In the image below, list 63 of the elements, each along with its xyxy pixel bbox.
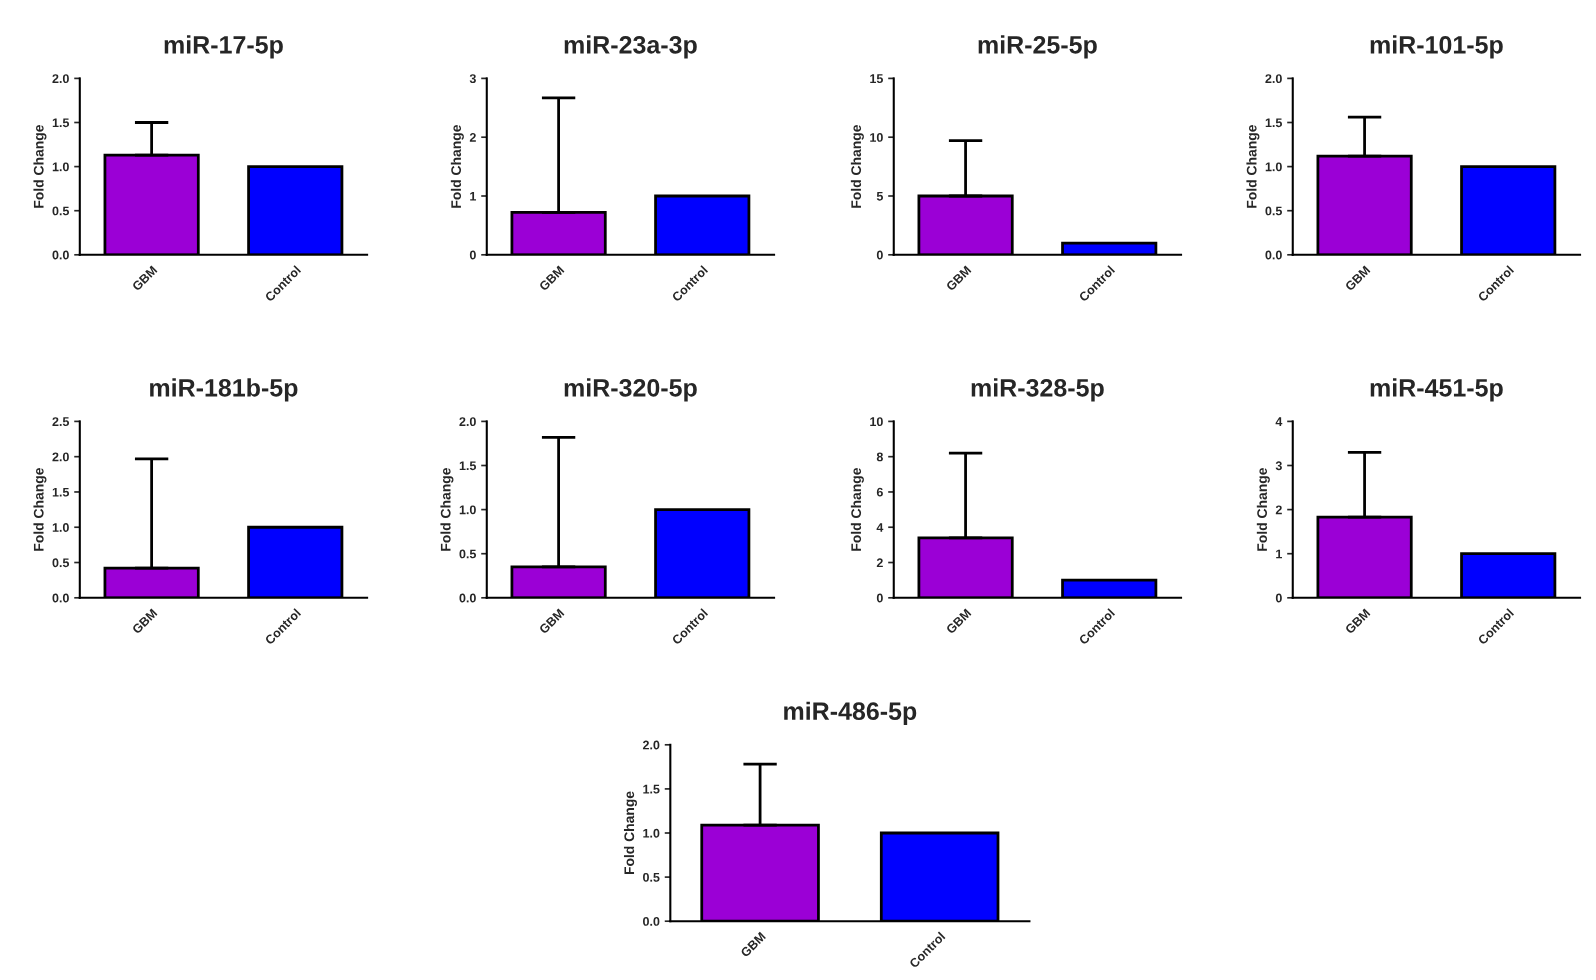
y-tick-label: 0.5 — [643, 872, 660, 882]
y-tick-label: 0 — [876, 250, 883, 260]
y-tick-label: 0.5 — [459, 549, 477, 559]
y-tick-label: 3 — [1275, 461, 1282, 471]
y-tick-label: 1.0 — [459, 505, 476, 515]
y-tick-label: 2 — [876, 558, 883, 568]
y-tick-label: 2.5 — [52, 417, 70, 427]
y-tick-label: 2.0 — [52, 74, 69, 84]
y-tick-label: 15 — [870, 74, 883, 84]
chart-title: miR-320-5p — [564, 378, 697, 402]
y-tick-label: 2.0 — [52, 452, 69, 462]
chart-title: miR-181b-5p — [150, 378, 298, 402]
y-tick-label: 1.0 — [1265, 162, 1282, 172]
chart-title: miR-101-5p — [1370, 35, 1503, 59]
y-tick-label: 0.0 — [52, 250, 69, 260]
y-axis-title: Fold Change — [33, 468, 47, 551]
y-axis-title: Fold Change — [450, 125, 464, 208]
y-tick-label: 0.5 — [52, 206, 70, 216]
y-tick-label: 0 — [469, 250, 476, 260]
y-axis-title: Fold Change — [1246, 125, 1260, 208]
y-tick-label: 4 — [1275, 417, 1283, 426]
y-axis-title: Fold Change — [440, 468, 454, 551]
y-tick-label: 3 — [469, 74, 476, 84]
y-tick-label: 1.0 — [643, 828, 660, 838]
y-tick-label: 4 — [876, 523, 884, 532]
y-axis-title: Fold Change — [850, 125, 864, 208]
y-tick-label: 1.5 — [643, 784, 660, 794]
y-tick-label: 10 — [870, 417, 883, 427]
chart-title: miR-23a-3p — [564, 35, 697, 59]
chart-title: miR-486-5p — [784, 701, 917, 725]
chart-title: miR-25-5p — [978, 35, 1097, 59]
y-tick-label: 1 — [1276, 549, 1282, 559]
y-tick-label: 1 — [470, 191, 477, 201]
y-tick-label: 0.0 — [643, 917, 660, 926]
y-tick-label: 10 — [870, 133, 883, 142]
y-axis-title: Fold Change — [623, 791, 637, 875]
y-tick-label: 8 — [876, 452, 883, 462]
y-tick-label: 0.0 — [459, 593, 476, 603]
y-tick-label: 6 — [876, 487, 883, 497]
y-tick-label: 1.5 — [52, 487, 70, 497]
y-tick-label: 2 — [1275, 505, 1282, 515]
y-tick-label: 0.5 — [52, 558, 70, 568]
y-tick-label: 2.0 — [459, 417, 476, 427]
y-tick-label: 0.0 — [1265, 250, 1282, 260]
chart-title: miR-328-5p — [971, 378, 1104, 402]
y-tick-label: 0.5 — [1265, 206, 1282, 216]
y-tick-label: 1.0 — [52, 162, 69, 172]
y-tick-label: 1.5 — [459, 461, 477, 471]
y-tick-label: 0 — [1275, 593, 1282, 603]
y-tick-label: 0.0 — [52, 593, 69, 603]
y-tick-label: 2.0 — [1265, 74, 1282, 84]
y-tick-label: 5 — [876, 191, 883, 201]
chart-title: miR-451-5p — [1370, 378, 1503, 402]
y-tick-label: 1.5 — [52, 118, 70, 128]
y-tick-label: 2 — [469, 133, 476, 142]
y-tick-label: 0 — [876, 593, 883, 603]
chart-title: miR-17-5p — [164, 35, 283, 59]
y-axis-title: Fold Change — [33, 125, 47, 208]
y-axis-title: Fold Change — [1256, 468, 1270, 551]
y-axis-title: Fold Change — [850, 468, 864, 551]
y-tick-label: 2.0 — [642, 740, 660, 750]
y-tick-label: 1.0 — [52, 523, 69, 532]
y-tick-label: 1.5 — [1265, 118, 1282, 128]
